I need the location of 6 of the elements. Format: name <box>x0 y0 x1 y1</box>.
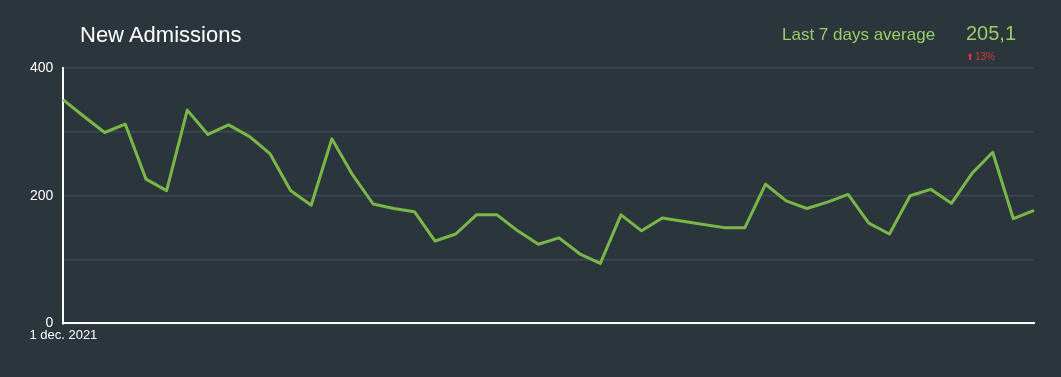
text: 205,1 <box>966 22 1017 45</box>
y-tick-label: 200 <box>30 186 54 203</box>
text: 13% <box>975 51 996 62</box>
chart-title: New Admissions <box>80 22 242 48</box>
y-tick-label: 400 <box>30 58 54 75</box>
text: Last 7 days average <box>782 25 936 45</box>
